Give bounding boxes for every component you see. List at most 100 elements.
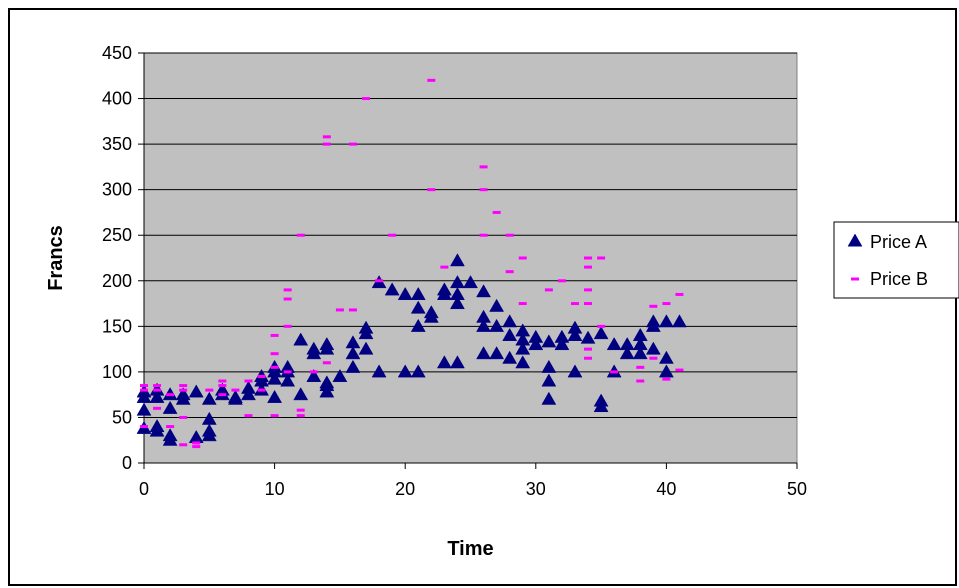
price-b-point (309, 370, 318, 374)
price-a-point (175, 387, 191, 401)
price-b-point (662, 377, 671, 381)
price-b-point (518, 302, 527, 306)
y-tick-label: 400 (102, 89, 132, 109)
price-a-point (515, 323, 531, 337)
price-b-point (584, 356, 593, 360)
price-b-point (179, 415, 188, 419)
price-b-point (375, 279, 384, 283)
price-b-point (179, 443, 188, 447)
y-axis-title: Francs (45, 225, 67, 291)
price-b-point (597, 324, 606, 328)
price-a-point (450, 286, 465, 300)
price-b-point (192, 445, 201, 449)
price-a-point (423, 305, 439, 319)
y-tick-label: 200 (102, 271, 132, 291)
price-a-point (541, 359, 557, 373)
price-a-point (162, 400, 178, 414)
y-tick-label: 0 (122, 453, 132, 473)
price-a-point (593, 393, 609, 407)
price-a-point (345, 346, 361, 360)
price-b-point (153, 406, 162, 410)
price-a-point (632, 327, 648, 341)
price-b-point (218, 393, 227, 397)
price-b-point (662, 302, 671, 306)
price-b-point (675, 292, 684, 296)
price-a-point (580, 330, 596, 344)
price-b-point (649, 356, 658, 360)
price-a-point (619, 346, 635, 360)
price-b-point (348, 142, 357, 146)
price-a-point (319, 375, 335, 389)
x-axis-title: Time (447, 538, 493, 560)
price-a-point (476, 346, 491, 360)
price-b-point (166, 393, 175, 397)
price-a-point (593, 326, 609, 340)
price-b-point (362, 97, 371, 101)
price-b-point (244, 414, 253, 418)
price-a-point (436, 355, 452, 369)
price-b-point (244, 379, 253, 383)
price-a-point (541, 334, 557, 348)
price-a-point (345, 359, 361, 373)
price-b-point (192, 441, 201, 445)
price-b-point (675, 368, 684, 372)
price-b-point (348, 308, 357, 312)
price-a-point (149, 389, 165, 403)
price-a-point (450, 296, 465, 310)
price-a-point (136, 402, 152, 416)
price-a-point (410, 300, 426, 314)
price-a-point (267, 389, 283, 403)
price-a-point (476, 309, 491, 323)
price-a-point (201, 411, 217, 425)
price-b-point (584, 265, 593, 269)
price-a-point (384, 282, 400, 296)
price-a-point (489, 318, 505, 332)
price-b-point (283, 370, 292, 374)
y-tick-label: 100 (102, 362, 132, 382)
price-a-point (162, 428, 178, 442)
price-b-point (479, 188, 488, 192)
price-a-point (463, 275, 478, 289)
price-b-point (544, 288, 553, 292)
y-tick-label: 150 (102, 316, 132, 336)
price-b-point (270, 414, 279, 418)
price-b-point (270, 333, 279, 337)
price-a-point (410, 286, 426, 300)
price-a-point (645, 341, 661, 355)
price-b-point (427, 78, 436, 82)
plot-area (143, 52, 798, 464)
x-tick-labels: 0 10 20 30 40 50 (139, 463, 807, 499)
price-a-point (672, 314, 687, 328)
x-tick-label: 50 (787, 479, 807, 499)
price-b-point (140, 425, 148, 429)
x-tick-label: 20 (395, 479, 415, 499)
price-a-point (489, 346, 505, 360)
price-b-point (610, 370, 619, 374)
series-price-b (140, 78, 684, 449)
price-a-point (541, 373, 557, 387)
price-a-point (149, 423, 165, 437)
price-b-point (153, 384, 162, 388)
price-b-point (296, 414, 305, 418)
series-price-a (136, 253, 687, 446)
price-b-point (649, 304, 658, 308)
price-b-point (597, 256, 606, 260)
price-b-point (140, 384, 148, 388)
y-tick-label: 50 (112, 407, 132, 427)
price-a-point (476, 284, 491, 298)
price-b-point (479, 233, 488, 237)
x-tick-label: 10 (265, 479, 285, 499)
price-b-point (427, 188, 436, 192)
price-b-point (257, 388, 266, 392)
legend: Price A Price B (833, 221, 959, 299)
price-b-point (283, 324, 292, 328)
price-b-point (322, 142, 331, 146)
price-b-point (505, 233, 514, 237)
price-a-point (306, 368, 322, 382)
price-a-point (293, 332, 309, 346)
legend-marker-price-a (847, 233, 863, 247)
price-a-point (541, 391, 557, 405)
price-b-point (335, 308, 344, 312)
price-a-point (502, 314, 518, 328)
price-b-point (283, 288, 292, 292)
